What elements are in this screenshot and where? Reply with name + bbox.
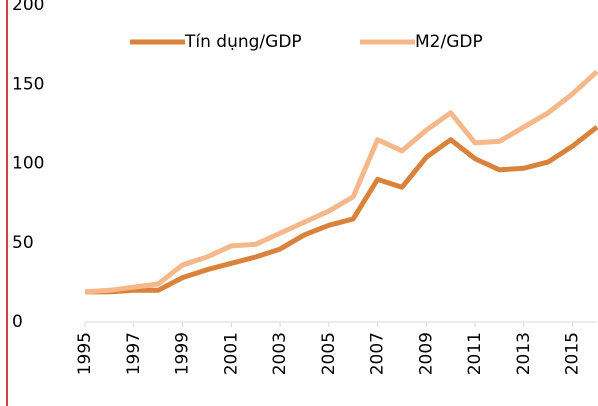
y-tick-label: 100 (12, 154, 44, 174)
x-tick-label: 2001 (221, 332, 241, 375)
legend-label: Tín dụng/GDP (184, 32, 302, 52)
legend-label: M2/GDP (415, 32, 483, 52)
x-tick-label: 2003 (270, 332, 290, 375)
x-tick-label: 1999 (173, 332, 193, 375)
x-tick-label: 2007 (368, 332, 388, 375)
x-tick-label: 2013 (514, 332, 534, 375)
x-tick-label: 1995 (75, 332, 95, 375)
data-line (84, 69, 598, 295)
x-tick-label: 2015 (563, 332, 583, 375)
x-tick-label: 2009 (416, 332, 436, 375)
y-tick-label: 150 (12, 74, 44, 94)
x-tick-label: 2011 (465, 332, 485, 375)
y-tick-label: 50 (12, 233, 34, 253)
y-tick-label: 0 (12, 312, 23, 332)
x-tick-label: 2005 (319, 332, 339, 375)
x-tick-label: 1997 (124, 332, 144, 375)
data-line (85, 125, 598, 295)
y-tick-label: 200 (12, 0, 44, 15)
